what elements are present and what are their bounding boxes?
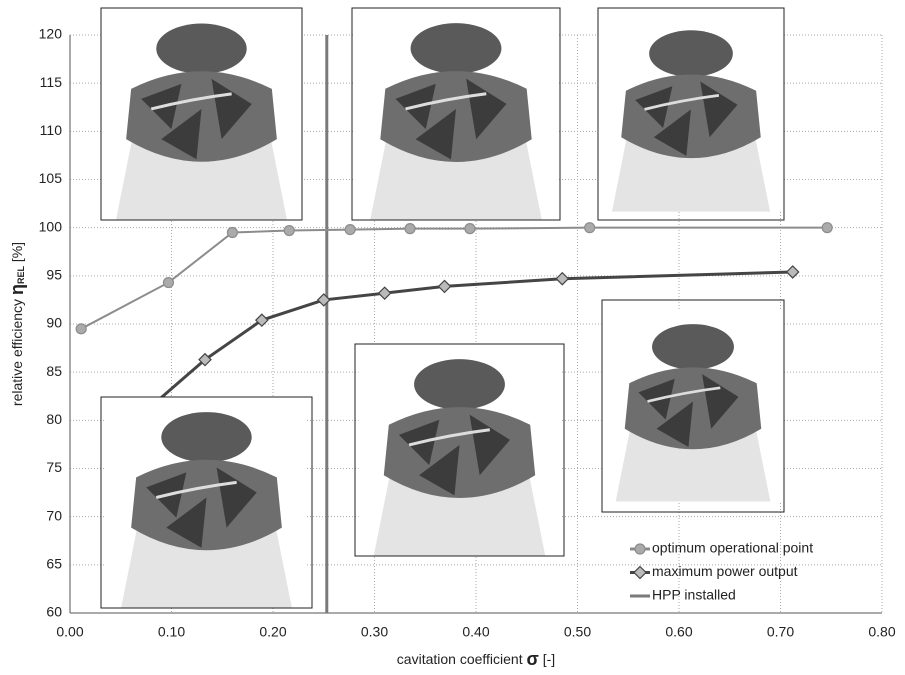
runner-image (101, 397, 312, 608)
legend-label: HPP installed (652, 587, 736, 603)
marker (345, 225, 355, 235)
marker (163, 278, 173, 288)
marker (405, 224, 415, 234)
marker (284, 226, 294, 236)
y-tick-label: 80 (46, 411, 62, 427)
x-label-symbol: σ (527, 649, 539, 669)
y-label-text: relative efficiency (9, 299, 25, 406)
x-tick-label: 0.40 (462, 624, 489, 640)
runner-image (598, 8, 784, 220)
y-tick-label: 75 (46, 459, 62, 475)
x-tick-label: 0.80 (868, 624, 895, 640)
x-label-text: cavitation coefficient (397, 651, 523, 667)
y-label-subscript: REL (16, 266, 26, 285)
y-tick-label: 105 (39, 170, 63, 186)
x-tick-label: 0.70 (767, 624, 794, 640)
x-label-unit: [-] (543, 651, 555, 667)
y-axis-label: relative efficiency ηREL [%] (7, 242, 27, 406)
y-tick-label: 70 (46, 507, 62, 523)
runner-image (101, 8, 302, 220)
runner-image (352, 8, 560, 220)
y-tick-label: 120 (39, 26, 63, 42)
legend-label: maximum power output (652, 563, 798, 579)
x-tick-label: 0.60 (665, 624, 692, 640)
legend-label: optimum operational point (652, 540, 813, 556)
x-axis-label: cavitation coefficient σ [-] (397, 649, 555, 669)
x-tick-label: 0.50 (564, 624, 591, 640)
y-tick-label: 115 (40, 74, 63, 90)
marker (585, 223, 595, 233)
y-tick-label: 65 (46, 556, 62, 572)
marker (465, 224, 475, 234)
y-label-unit: [%] (9, 242, 25, 262)
marker (76, 324, 86, 334)
runner-image (602, 300, 784, 512)
marker (227, 227, 237, 237)
marker (635, 544, 645, 554)
x-tick-label: 0.30 (361, 624, 388, 640)
y-tick-label: 60 (46, 604, 62, 620)
x-tick-label: 0.00 (56, 624, 83, 640)
x-tick-label: 0.20 (259, 624, 286, 640)
y-tick-label: 90 (46, 315, 62, 331)
chart: 60 65 70 75 80 85 90 95 100 105 110 115 120 0.00 0.10 0… (0, 0, 905, 675)
marker (822, 223, 832, 233)
y-label-symbol: η (7, 284, 27, 295)
y-tick-label: 110 (40, 122, 63, 138)
y-tick-label: 85 (46, 363, 62, 379)
runner-image (355, 344, 564, 556)
y-tick-label: 95 (46, 267, 62, 283)
x-tick-label: 0.10 (158, 624, 185, 640)
y-tick-label: 100 (39, 218, 63, 234)
